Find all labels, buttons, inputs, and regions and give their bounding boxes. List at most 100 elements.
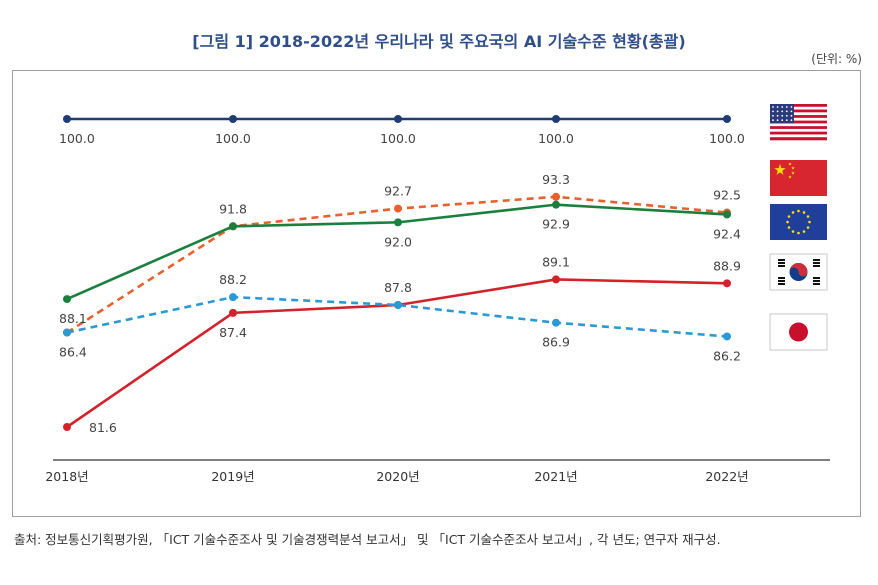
usa-flag-star	[790, 114, 793, 117]
x-tick-label: 2020년	[376, 469, 419, 484]
usa-flag-star	[781, 114, 784, 117]
data-point-usa	[63, 115, 71, 123]
usa-flag-stripe	[770, 117, 827, 121]
korea-flag-trigram	[813, 283, 820, 285]
eu-flag-star	[806, 215, 810, 218]
data-label-usa: 100.0	[215, 131, 251, 146]
korea-flag-trigram	[778, 259, 785, 261]
usa-flag-stripe	[770, 123, 827, 127]
usa-flag-star	[781, 119, 784, 122]
data-point-japan	[552, 318, 560, 327]
data-label-china: 93.3	[542, 172, 570, 187]
korea-flag-trigram	[813, 262, 820, 264]
korea-flag-trigram	[778, 262, 785, 264]
data-label-japan: 88.2	[219, 272, 247, 287]
eu-flag-field	[770, 204, 827, 240]
korea-flag-icon	[769, 253, 828, 291]
usa-flag-stripe	[770, 126, 827, 130]
usa-flag-star	[776, 119, 779, 122]
eu-flag-star	[808, 220, 811, 224]
korea-flag-trigram	[778, 283, 785, 285]
data-point-japan	[63, 328, 71, 337]
japan-flag-icon	[769, 313, 828, 351]
chart-frame: 2018년 2019년 2020년 2021년 2022년 100.0 100.0 100.0…	[12, 70, 861, 517]
data-point-usa	[229, 115, 237, 123]
data-point-eu	[394, 218, 402, 227]
korea-flag-trigram	[778, 280, 785, 282]
usa-flag-star	[781, 106, 784, 108]
usa-flag-canton	[770, 104, 794, 124]
data-point-eu	[552, 200, 560, 209]
usa-flag-star	[772, 110, 774, 113]
japan-flag-disc	[789, 322, 808, 342]
data-label-usa: 100.0	[709, 131, 745, 146]
data-point-eu	[723, 210, 731, 219]
data-label-japan: 86.9	[542, 335, 570, 350]
data-label-eu: 91.8	[219, 201, 247, 216]
usa-flag-star	[785, 110, 788, 113]
data-point-eu	[229, 222, 237, 231]
data-label-korea: 87.4	[219, 325, 247, 340]
eu-flag-star	[806, 226, 810, 229]
usa-flag-stripe	[770, 115, 827, 119]
usa-flag-star	[772, 119, 774, 122]
china-flag-field	[770, 160, 827, 196]
eu-flag-star	[802, 211, 806, 214]
usa-flag-stripe	[770, 137, 827, 141]
data-label-korea: 88.9	[713, 258, 741, 273]
usa-flag-star	[776, 114, 779, 117]
usa-flag-stripe	[770, 120, 827, 124]
data-label-japan: 86.2	[713, 348, 741, 363]
data-label-eu: 92.9	[542, 217, 570, 232]
usa-flag-star	[781, 110, 784, 113]
eu-flag-star	[797, 209, 800, 213]
x-tick-label: 2021년	[534, 469, 577, 484]
data-point-japan	[229, 293, 237, 302]
data-point-usa	[552, 115, 560, 123]
chart-title: [그림 1] 2018-2022년 우리나라 및 주요국의 AI 기술수준 현황…	[192, 32, 686, 51]
korea-flag-trigram	[813, 259, 820, 261]
data-point-china	[552, 192, 560, 201]
eu-flag-star	[802, 230, 806, 233]
usa-flag-star	[785, 114, 788, 117]
data-label-usa: 100.0	[538, 131, 574, 146]
china-flag-icon	[770, 160, 827, 196]
china-flag-star-small	[791, 171, 795, 175]
eu-flag-star	[787, 226, 791, 229]
data-point-korea	[723, 279, 731, 288]
eu-flag-star	[797, 231, 800, 235]
data-point-japan	[394, 301, 402, 309]
data-label-eu: 92.4	[713, 226, 741, 241]
data-label-eu: 92.0	[384, 234, 412, 249]
usa-flag-stripe	[770, 109, 827, 113]
data-point-usa	[723, 115, 731, 123]
korea-flag-taegeuk-red	[789, 263, 808, 277]
usa-flag-stripe	[770, 131, 827, 135]
usa-flag-stripe	[770, 112, 827, 116]
data-point-eu	[63, 295, 71, 304]
korea-flag-trigram	[778, 265, 785, 267]
eu-flag-star	[786, 220, 789, 224]
usa-flag-icon	[770, 104, 827, 141]
eu-flag-star	[791, 211, 795, 214]
usa-flag-star	[790, 119, 793, 122]
data-label-usa: 100.0	[59, 131, 95, 146]
source-note: 출처: 정보통신기획평가원, 「ICT 기술수준조사 및 기술경쟁력분석 보고서…	[14, 532, 721, 547]
data-point-usa	[394, 115, 402, 123]
usa-flag-stripe	[770, 134, 827, 138]
data-label-korea: 81.6	[89, 420, 117, 435]
eu-flag-icon	[770, 204, 827, 240]
data-label-usa: 100.0	[380, 131, 416, 146]
usa-flag-stripe	[770, 104, 827, 108]
usa-flag-star	[790, 106, 793, 108]
china-flag-star-large	[774, 164, 786, 175]
usa-flag-star	[772, 114, 774, 117]
korea-flag-trigram	[778, 277, 785, 279]
usa-flag-star	[776, 110, 779, 113]
korea-flag-trigram	[813, 265, 820, 267]
x-tick-label: 2022년	[705, 469, 748, 484]
data-point-korea	[63, 423, 71, 431]
data-label-korea: 87.8	[384, 280, 412, 295]
china-flag-star-small	[791, 166, 795, 170]
usa-flag-star	[790, 110, 793, 113]
